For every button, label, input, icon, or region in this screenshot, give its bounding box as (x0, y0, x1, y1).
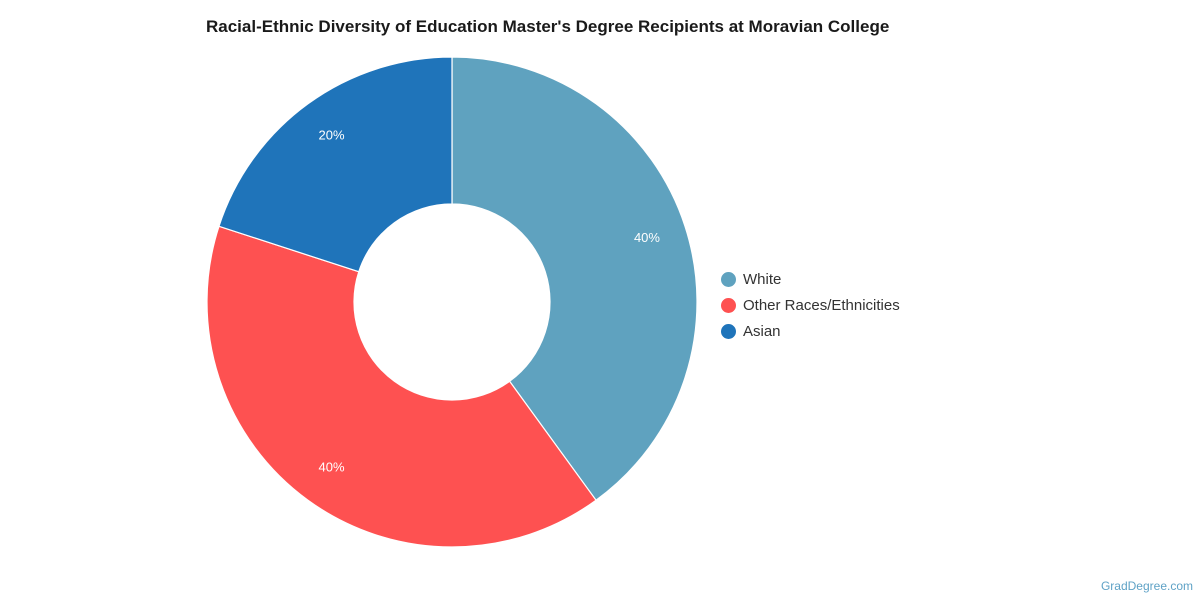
legend-label-white: White (743, 270, 782, 288)
slice-label-asian: 20% (318, 128, 344, 143)
watermark-link[interactable]: GradDegree.com (1100, 579, 1193, 593)
legend: White Other Races/Ethnicities Asian (721, 266, 900, 344)
slice-label-other-races: 40% (318, 459, 344, 474)
legend-swatch-white (721, 271, 736, 287)
chart-title: Racial-Ethnic Diversity of Education Mas… (206, 17, 890, 36)
legend-item-white[interactable]: White (721, 266, 900, 292)
legend-swatch-asian (721, 323, 736, 339)
legend-item-asian[interactable]: Asian (721, 318, 900, 344)
donut-slice-asian[interactable] (218, 56, 453, 273)
legend-label-asian: Asian (743, 322, 781, 340)
donut-slices (206, 56, 698, 548)
legend-swatch-other-races (721, 297, 736, 313)
donut-slice-labels: 40% 40% 20% (318, 128, 660, 475)
legend-item-other-races[interactable]: Other Races/Ethnicities (721, 292, 900, 318)
slice-label-white: 40% (634, 230, 660, 245)
legend-label-other-races: Other Races/Ethnicities (743, 296, 900, 314)
donut-slice-white[interactable] (451, 56, 698, 502)
donut-slice-other-races[interactable] (206, 225, 597, 548)
